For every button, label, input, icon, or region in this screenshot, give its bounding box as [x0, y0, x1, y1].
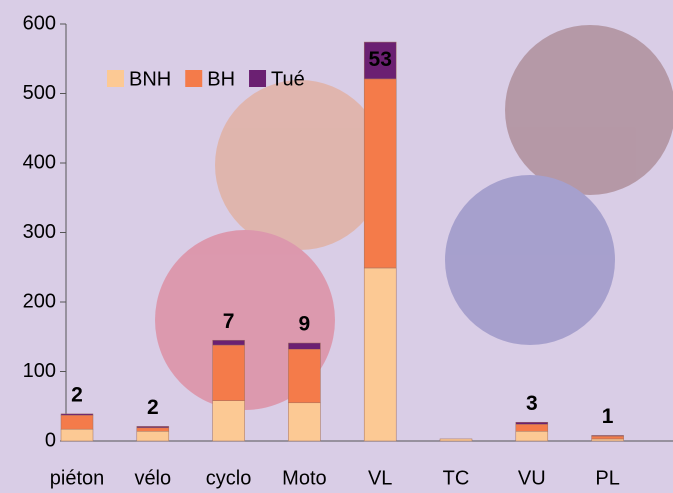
data-label: 9 [299, 313, 311, 336]
legend-swatch [107, 70, 124, 87]
bar-segment [288, 349, 320, 403]
x-tick-label: cyclo [206, 467, 252, 489]
y-tick-label: 100 [23, 360, 56, 382]
bar-segment [137, 426, 169, 427]
data-label: 2 [71, 383, 83, 406]
x-tick-label: VL [368, 467, 392, 489]
y-tick-label: 400 [23, 151, 56, 173]
decor-circle [445, 175, 615, 345]
bar-segment [516, 431, 548, 441]
bar-segment [61, 414, 93, 415]
chart: BNH BH Tué 0 100 200 300 400 500 600 piéton 2 vélo 2… [0, 0, 673, 493]
data-label: 1 [602, 405, 614, 428]
bar-segment [592, 436, 624, 439]
x-tick-label: vélo [134, 467, 171, 489]
legend-swatch [249, 70, 266, 87]
bar-segment [213, 345, 245, 401]
bar-segment [516, 424, 548, 431]
bar-segment [364, 79, 396, 268]
legend-swatch [185, 70, 202, 87]
bar-segment [213, 340, 245, 345]
legend-label: BNH [129, 68, 171, 90]
decor-circle [215, 80, 385, 250]
y-tick-label: 600 [23, 12, 56, 34]
x-tick-label: VU [518, 467, 546, 489]
bar-segment [137, 431, 169, 441]
bar-segment [364, 268, 396, 441]
decor-circle [505, 25, 673, 195]
bar-segment [516, 422, 548, 424]
y-tick-label: 0 [45, 429, 56, 451]
bar-segment [137, 428, 169, 431]
y-tick-label: 200 [23, 290, 56, 312]
x-tick-label: piéton [50, 467, 105, 489]
x-tick-label: PL [595, 467, 619, 489]
x-tick-label: Moto [282, 467, 326, 489]
data-label: 3 [526, 392, 538, 415]
bar-segment [61, 415, 93, 429]
bar-segment [592, 439, 624, 441]
bar-segment [440, 439, 472, 441]
x-tick-label: TC [443, 467, 470, 489]
legend-label: Tué [271, 68, 305, 90]
bar-segment [288, 343, 320, 349]
bar-segment [61, 429, 93, 441]
bar-segment [288, 403, 320, 441]
bar-segment [213, 401, 245, 441]
bar-segment [592, 435, 624, 436]
data-label: 53 [369, 48, 392, 71]
legend-label: BH [207, 68, 235, 90]
y-tick-label: 300 [23, 221, 56, 243]
data-label: 7 [223, 310, 235, 333]
y-tick-label: 500 [23, 82, 56, 104]
data-label: 2 [147, 396, 159, 419]
